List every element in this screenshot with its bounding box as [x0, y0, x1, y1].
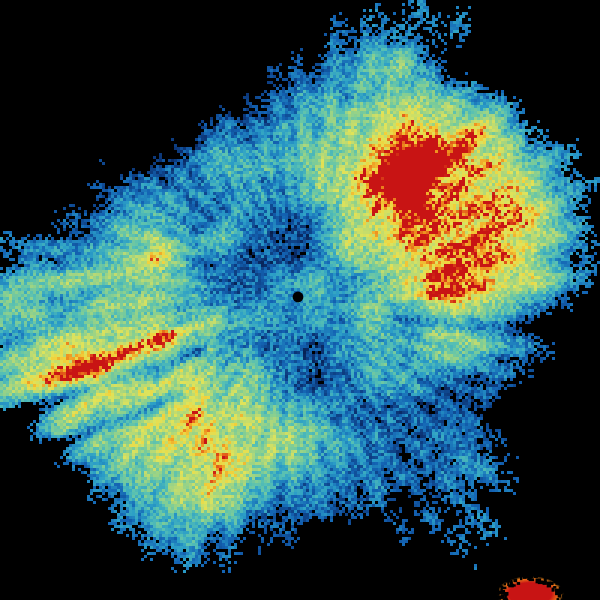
false-color-intensity-map — [0, 0, 600, 600]
image-viewport: False-colour radial intensity map jet-li… — [0, 0, 600, 600]
